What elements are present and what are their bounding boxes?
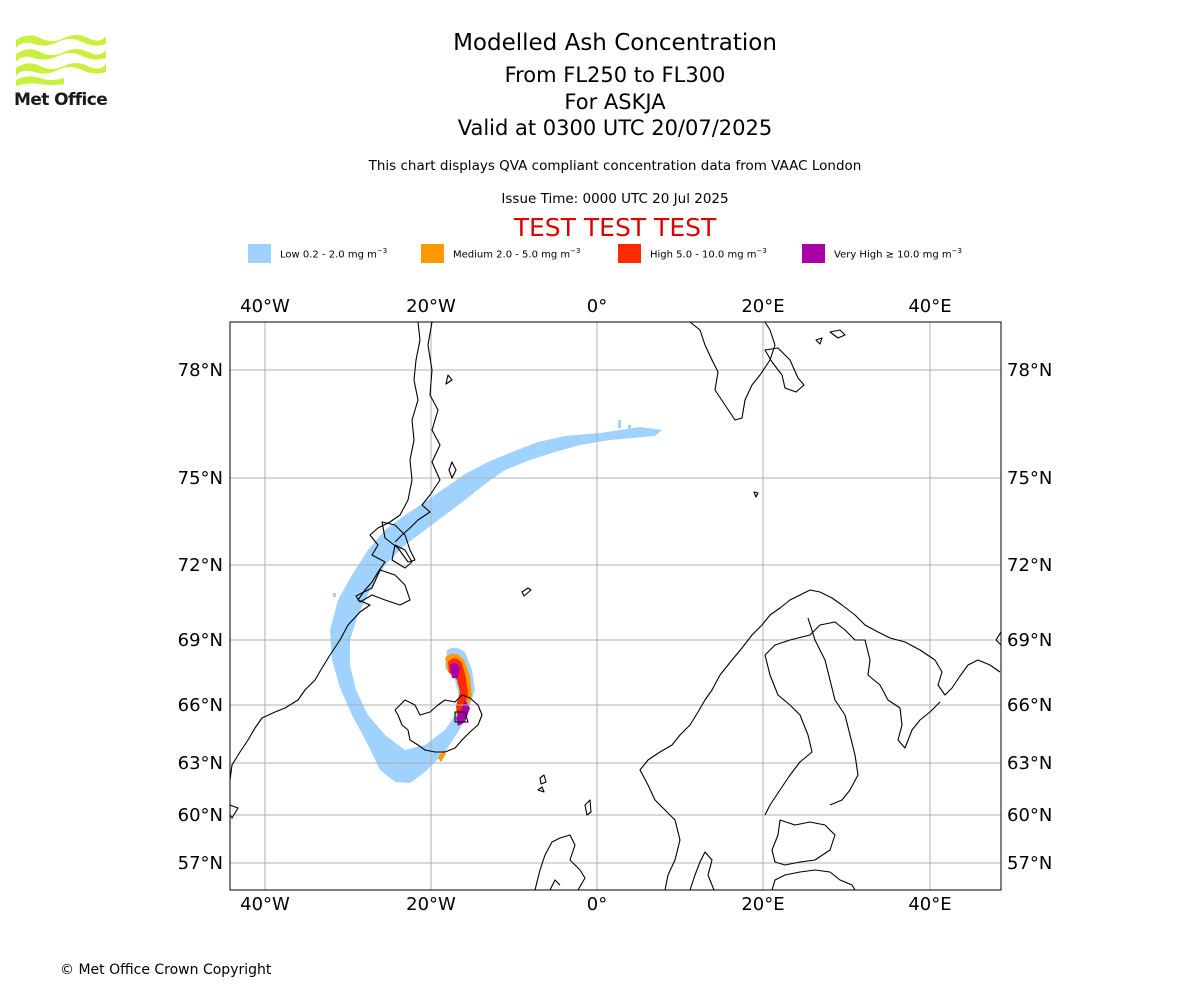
map-gridlines: [230, 322, 1001, 890]
lat-label-63n-right: 63°N: [1007, 753, 1052, 774]
longitude-labels-top: 40°W 20°W 0° 20°E 40°E: [240, 296, 951, 317]
lat-label-60n-left: 60°N: [178, 805, 223, 826]
coastlines: [230, 322, 1001, 890]
lat-label-75n-left: 75°N: [178, 468, 223, 489]
lat-label-69n-right: 69°N: [1007, 630, 1052, 651]
legend-swatch-medium: [421, 244, 444, 263]
lat-label-75n-right: 75°N: [1007, 468, 1052, 489]
copyright-notice: © Met Office Crown Copyright: [60, 962, 272, 978]
issue-time: Issue Time: 0000 UTC 20 Jul 2025: [501, 191, 729, 207]
legend-swatch-very-high: [802, 244, 825, 263]
lat-label-72n-right: 72°N: [1007, 555, 1052, 576]
lon-label-40w-top: 40°W: [240, 296, 290, 317]
lat-label-57n-right: 57°N: [1007, 853, 1052, 874]
longitude-labels-bottom: 40°W 20°W 0° 20°E 40°E: [240, 894, 951, 915]
lat-label-69n-left: 69°N: [178, 630, 223, 651]
lat-label-66n-left: 66°N: [178, 695, 223, 716]
lat-label-66n-right: 66°N: [1007, 695, 1052, 716]
lat-label-78n-right: 78°N: [1007, 360, 1052, 381]
legend-label-medium: Medium 2.0 - 5.0 mg m: [453, 249, 571, 261]
lat-label-57n-left: 57°N: [178, 853, 223, 874]
lon-label-20e-bottom: 20°E: [741, 894, 784, 915]
legend-label-very-high: Very High ≥ 10.0 mg m: [834, 249, 952, 261]
lon-label-40w-bottom: 40°W: [240, 894, 290, 915]
latitude-labels-right: 78°N 75°N 72°N 69°N 66°N 63°N 60°N 57°N: [1007, 360, 1052, 874]
ash-very-high-area: [450, 663, 470, 726]
lat-label-78n-left: 78°N: [178, 360, 223, 381]
lon-label-40e-top: 40°E: [908, 296, 951, 317]
lon-label-20w-bottom: 20°W: [406, 894, 456, 915]
lat-label-60n-right: 60°N: [1007, 805, 1052, 826]
latitude-labels-left: 78°N 75°N 72°N 69°N 66°N 63°N 60°N 57°N: [178, 360, 223, 874]
test-banner: TEST TEST TEST: [513, 213, 717, 242]
chart-description: This chart displays QVA compliant concen…: [368, 158, 862, 174]
legend-swatch-high: [618, 244, 641, 263]
lon-label-20e-top: 20°E: [741, 296, 784, 317]
ash-low-area: [330, 420, 662, 783]
valid-time: Valid at 0300 UTC 20/07/2025: [457, 116, 773, 140]
lon-label-0-top: 0°: [587, 296, 607, 317]
met-office-logo: Met Office: [14, 30, 110, 112]
legend-label-high: High 5.0 - 10.0 mg m: [650, 249, 757, 261]
lon-label-40e-bottom: 40°E: [908, 894, 951, 915]
flight-levels: From FL250 to FL300: [504, 63, 726, 87]
lon-label-20w-top: 20°W: [406, 296, 456, 317]
map-frame: [229, 321, 1002, 891]
chart-title: Modelled Ash Concentration: [453, 30, 777, 56]
lat-label-72n-left: 72°N: [178, 555, 223, 576]
legend-label-low: Low 0.2 - 2.0 mg m: [280, 249, 377, 261]
met-office-waves-icon: [16, 35, 106, 86]
lon-label-0-bottom: 0°: [587, 894, 607, 915]
logo-text: Met Office: [14, 90, 108, 110]
lat-label-63n-left: 63°N: [178, 753, 223, 774]
volcano-name: For ASKJA: [564, 90, 666, 114]
legend-swatch-low: [248, 244, 271, 263]
